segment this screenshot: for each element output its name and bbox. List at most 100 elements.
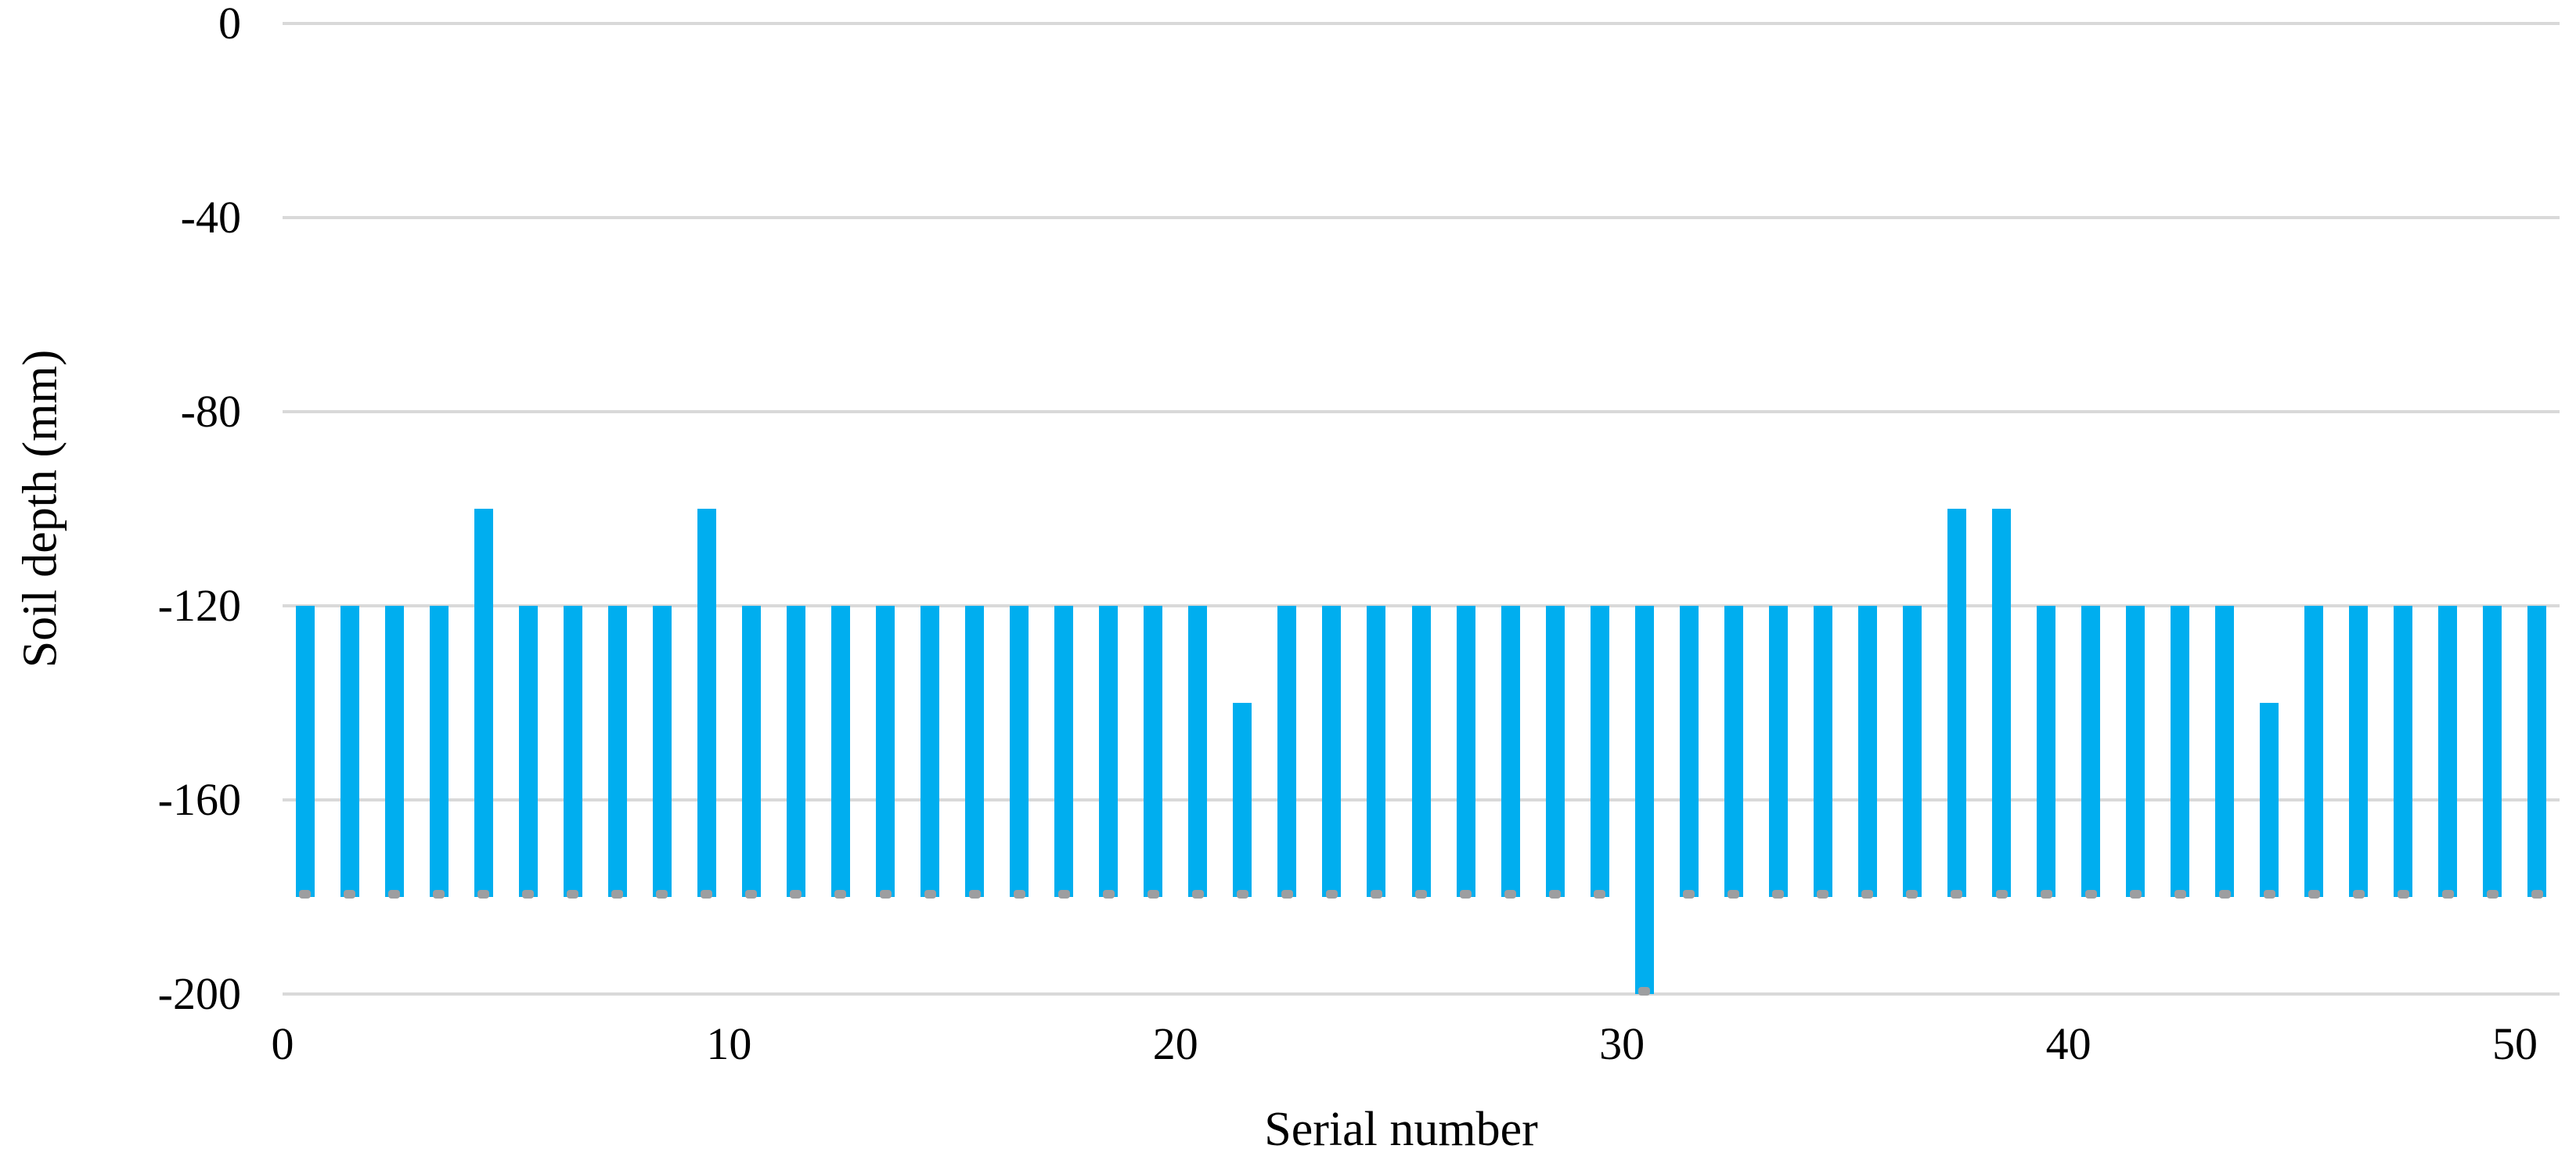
bar: [340, 606, 359, 897]
bar-end-marker: [1817, 890, 1829, 899]
x-tick-label: 30: [1599, 1018, 1645, 1069]
bar: [1054, 606, 1074, 897]
y-tick-label: -200: [157, 968, 241, 1019]
x-tick-label: 20: [1152, 1018, 1198, 1069]
bar: [2260, 703, 2279, 897]
bar-end-marker: [2352, 890, 2365, 899]
bar-end-marker: [1906, 890, 1918, 899]
x-tick-label: 0: [271, 1018, 294, 1069]
bar: [1233, 703, 1252, 897]
bar-end-marker: [1013, 890, 1025, 899]
x-axis-title: Serial number: [1264, 1103, 1538, 1156]
bar-end-marker: [2486, 890, 2499, 899]
bar: [1411, 606, 1431, 897]
bar-end-marker: [433, 890, 445, 899]
bar-end-marker: [2263, 890, 2275, 899]
y-tick-label: -120: [157, 580, 241, 631]
bar-end-marker: [299, 890, 312, 899]
bar: [2483, 606, 2502, 897]
bar: [1099, 606, 1119, 897]
x-tick-label: 10: [706, 1018, 752, 1069]
gridline: [283, 216, 2560, 219]
bar: [1992, 509, 2011, 897]
bar: [1679, 606, 1699, 897]
bar-end-marker: [656, 890, 668, 899]
bar: [2215, 606, 2235, 897]
bar-end-marker: [1415, 890, 1427, 899]
bar-end-marker: [924, 890, 936, 899]
bar: [697, 509, 716, 897]
bar-end-marker: [1370, 890, 1382, 899]
bar: [1188, 606, 1208, 897]
bar: [965, 606, 985, 897]
bar-end-marker: [1191, 890, 1204, 899]
y-tick-label: -160: [157, 774, 241, 825]
bar: [474, 509, 493, 897]
bar-end-marker: [2084, 890, 2097, 899]
bar: [1768, 606, 1788, 897]
bar-end-marker: [1236, 890, 1248, 899]
bar: [2304, 606, 2324, 897]
bar: [2349, 606, 2369, 897]
bar: [1813, 606, 1832, 897]
gridline: [283, 22, 2560, 25]
bar: [1857, 606, 1877, 897]
bar: [1724, 606, 1743, 897]
bar-end-marker: [2129, 890, 2142, 899]
gridline: [283, 410, 2560, 413]
bar-end-marker: [1325, 890, 1338, 899]
bar-end-marker: [834, 890, 847, 899]
bar: [2438, 606, 2458, 897]
bar-end-marker: [2308, 890, 2320, 899]
bar: [1367, 606, 1386, 897]
bar-end-marker: [790, 890, 802, 899]
bar: [1144, 606, 1163, 897]
bar: [607, 606, 627, 897]
bar: [1322, 606, 1342, 897]
bar-end-marker: [1683, 890, 1695, 899]
bar: [2171, 606, 2190, 897]
bar: [876, 606, 895, 897]
bar: [2081, 606, 2101, 897]
bar: [429, 606, 449, 897]
bar-end-marker: [1057, 890, 1070, 899]
bar: [2126, 606, 2145, 897]
bar-end-marker: [2040, 890, 2052, 899]
bar-end-marker: [2441, 890, 2454, 899]
gridline: [283, 992, 2560, 996]
bar-end-marker: [1147, 890, 1159, 899]
bar-end-marker: [522, 890, 535, 899]
bar-end-marker: [745, 890, 758, 899]
bar-end-marker: [879, 890, 892, 899]
bar-end-marker: [1638, 987, 1651, 996]
bar-end-marker: [1549, 890, 1562, 899]
bar-end-marker: [1102, 890, 1115, 899]
bar-end-marker: [2218, 890, 2231, 899]
y-tick-label: 0: [218, 0, 241, 49]
bar-end-marker: [2174, 890, 2186, 899]
bar-end-marker: [701, 890, 713, 899]
bar-end-marker: [567, 890, 579, 899]
bar: [1456, 606, 1475, 897]
bar: [1277, 606, 1297, 897]
bar-end-marker: [344, 890, 356, 899]
bar-end-marker: [1861, 890, 1874, 899]
bar: [1545, 606, 1565, 897]
bar-end-marker: [477, 890, 490, 899]
bar-end-marker: [1460, 890, 1472, 899]
bar-end-marker: [1281, 890, 1293, 899]
bar: [921, 606, 940, 897]
bar: [2527, 606, 2547, 897]
bar: [1010, 606, 1029, 897]
bar-end-marker: [2531, 890, 2543, 899]
bar: [1634, 606, 1654, 994]
bar: [518, 606, 538, 897]
bar-end-marker: [388, 890, 401, 899]
bar: [652, 606, 672, 897]
bar: [741, 606, 761, 897]
bar-end-marker: [611, 890, 624, 899]
bar-end-marker: [2397, 890, 2409, 899]
bar: [563, 606, 582, 897]
x-tick-label: 40: [2045, 1018, 2091, 1069]
